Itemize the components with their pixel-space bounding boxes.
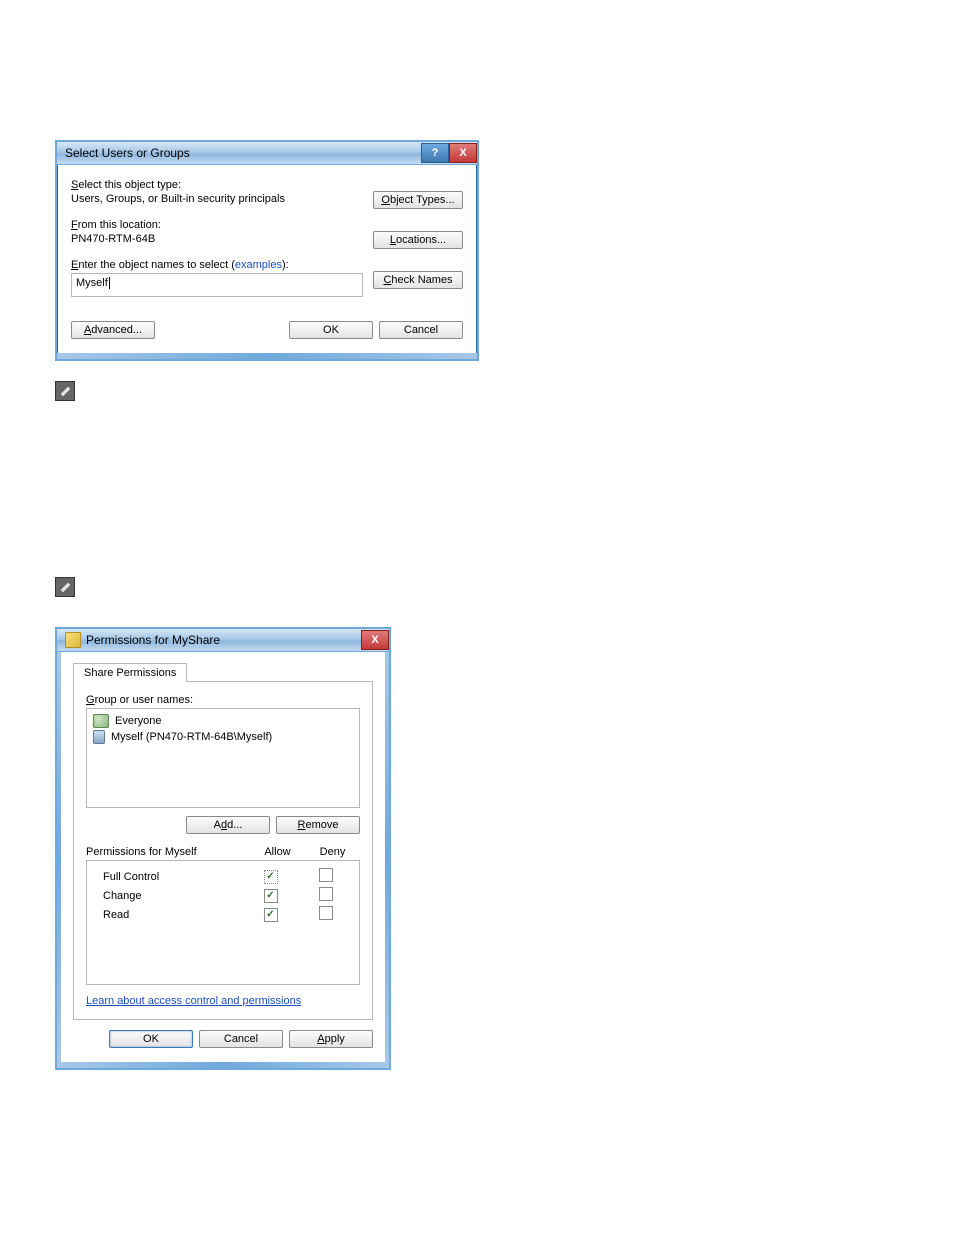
deny-checkbox[interactable] bbox=[319, 868, 333, 882]
permissions-for-label: Permissions for Myself bbox=[86, 846, 250, 858]
cancel-button[interactable]: Cancel bbox=[379, 321, 463, 339]
ok-button[interactable]: OK bbox=[109, 1030, 193, 1048]
folder-icon bbox=[65, 632, 81, 648]
object-type-label: Select this object type: bbox=[71, 179, 363, 191]
permission-name: Change bbox=[93, 890, 243, 902]
object-type-value: Users, Groups, or Built-in security prin… bbox=[71, 193, 363, 207]
apply-button[interactable]: Apply bbox=[289, 1030, 373, 1048]
note-icon bbox=[55, 381, 75, 401]
list-item-label: Everyone bbox=[115, 715, 161, 727]
group-names-label: Group or user names: bbox=[86, 694, 360, 706]
titlebar[interactable]: Select Users or Groups ? X bbox=[57, 142, 477, 165]
allow-checkbox[interactable] bbox=[264, 889, 278, 903]
ok-button[interactable]: OK bbox=[289, 321, 373, 339]
list-item-label: Myself (PN470-RTM-64B\Myself) bbox=[111, 731, 272, 743]
user-icon bbox=[93, 730, 105, 744]
deny-checkbox[interactable] bbox=[319, 906, 333, 920]
dialog-title: Select Users or Groups bbox=[65, 146, 190, 160]
select-users-dialog: Select Users or Groups ? X Select this o… bbox=[55, 140, 479, 361]
object-types-button[interactable]: Object Types... bbox=[373, 191, 463, 209]
close-button[interactable]: X bbox=[361, 630, 389, 650]
group-list[interactable]: Everyone Myself (PN470-RTM-64B\Myself) bbox=[86, 708, 360, 808]
deny-checkbox[interactable] bbox=[319, 887, 333, 901]
permissions-list: Full Control Change Read bbox=[86, 860, 360, 985]
locations-button[interactable]: Locations... bbox=[373, 231, 463, 249]
permissions-dialog: Permissions for MyShare X Share Permissi… bbox=[55, 627, 391, 1070]
tab-share-permissions[interactable]: Share Permissions bbox=[73, 663, 187, 682]
permission-name: Read bbox=[93, 909, 243, 921]
allow-checkbox[interactable] bbox=[264, 870, 278, 884]
note-icon bbox=[55, 577, 75, 597]
remove-button[interactable]: Remove bbox=[276, 816, 360, 834]
permission-row: Read bbox=[93, 905, 353, 924]
permission-row: Change bbox=[93, 886, 353, 905]
help-button[interactable]: ? bbox=[421, 143, 449, 163]
close-button[interactable]: X bbox=[449, 143, 477, 163]
learn-link[interactable]: Learn about access control and permissio… bbox=[86, 995, 301, 1007]
check-names-button[interactable]: Check Names bbox=[373, 271, 463, 289]
add-button[interactable]: Add... bbox=[186, 816, 270, 834]
dialog-title: Permissions for MyShare bbox=[86, 633, 220, 647]
allow-header: Allow bbox=[250, 846, 305, 858]
cancel-button[interactable]: Cancel bbox=[199, 1030, 283, 1048]
permission-row: Full Control bbox=[93, 867, 353, 886]
permission-name: Full Control bbox=[93, 871, 243, 883]
location-value: PN470-RTM-64B bbox=[71, 233, 363, 247]
titlebar[interactable]: Permissions for MyShare X bbox=[57, 629, 389, 652]
object-names-input[interactable]: Myself bbox=[71, 273, 363, 297]
location-label: From this location: bbox=[71, 219, 363, 231]
list-item[interactable]: Everyone bbox=[93, 713, 353, 729]
enter-names-label: Enter the object names to select (exampl… bbox=[71, 259, 363, 271]
examples-link[interactable]: examples bbox=[235, 259, 282, 271]
allow-checkbox[interactable] bbox=[264, 908, 278, 922]
advanced-button[interactable]: Advanced... bbox=[71, 321, 155, 339]
group-icon bbox=[93, 714, 109, 728]
list-item[interactable]: Myself (PN470-RTM-64B\Myself) bbox=[93, 729, 353, 745]
deny-header: Deny bbox=[305, 846, 360, 858]
